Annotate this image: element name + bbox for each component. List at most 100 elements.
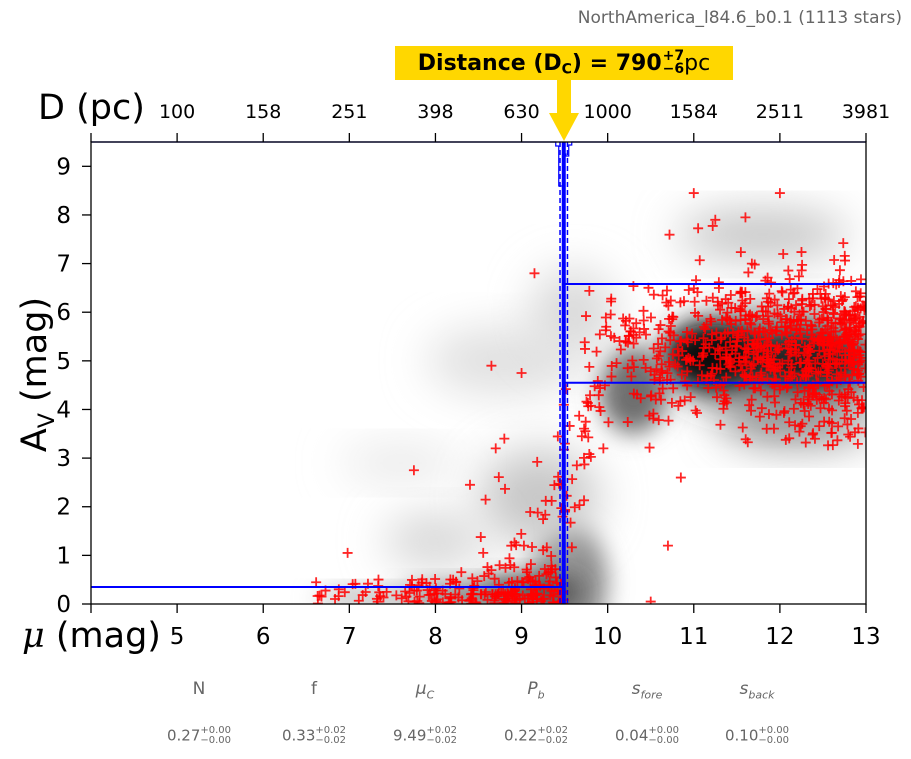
star-marker [694, 360, 705, 371]
callout-sub: C [561, 61, 572, 78]
star-marker [737, 295, 748, 306]
star-marker [594, 329, 605, 340]
star-marker [740, 287, 751, 298]
star-marker [314, 590, 325, 601]
star-marker [776, 329, 787, 340]
star-marker [529, 268, 540, 279]
star-marker [834, 358, 845, 369]
star-marker [725, 356, 736, 367]
star-marker [443, 597, 454, 604]
density-blob [426, 326, 582, 395]
star-marker [777, 358, 788, 369]
star-marker [763, 409, 774, 420]
star-marker [799, 406, 810, 417]
star-marker [618, 313, 629, 324]
chart-subtitle: NorthAmerica_l84.6_b0.1 (1113 stars) [577, 8, 902, 28]
star-marker [662, 368, 673, 379]
star-marker [854, 321, 865, 332]
star-marker [794, 426, 805, 437]
star-marker [527, 596, 538, 604]
star-marker [804, 394, 815, 405]
star-marker [665, 335, 676, 346]
star-marker [797, 259, 808, 270]
star-marker [662, 540, 673, 551]
callout-unit: pc [684, 50, 711, 76]
star-marker [737, 422, 748, 433]
star-marker [722, 327, 733, 338]
star-marker [794, 309, 805, 320]
star-marker [373, 574, 384, 585]
star-marker [667, 349, 678, 360]
density-blob [478, 448, 600, 546]
star-marker [780, 339, 791, 350]
star-marker [740, 356, 751, 367]
star-marker [579, 459, 590, 470]
star-marker [711, 392, 722, 403]
param-value: 0.04 +0.00 −0.00 [592, 726, 702, 746]
star-marker [634, 327, 645, 338]
star-marker [464, 479, 475, 490]
star-marker [747, 338, 758, 349]
star-marker [489, 573, 500, 584]
star-marker [735, 288, 746, 299]
star-marker [816, 293, 827, 304]
star-marker [785, 284, 796, 295]
star-marker [740, 434, 751, 445]
star-marker [848, 315, 859, 326]
star-marker [720, 342, 731, 353]
star-marker [845, 431, 856, 442]
star-marker [852, 369, 863, 380]
star-marker [826, 326, 837, 337]
star-marker [622, 337, 633, 348]
star-marker [396, 593, 407, 604]
param-name: sfore [631, 679, 663, 702]
star-marker [812, 284, 823, 295]
star-marker [842, 331, 853, 342]
star-marker [850, 326, 861, 337]
density-blob [340, 445, 462, 480]
star-marker [454, 583, 465, 594]
star-marker [746, 405, 757, 416]
star-marker [796, 333, 807, 344]
star-marker [653, 415, 664, 426]
star-marker [830, 318, 841, 329]
top-axis-label: D (pc) [38, 88, 145, 128]
star-marker [712, 343, 723, 354]
star-marker [689, 296, 700, 307]
param-value-main: 0.04 [614, 726, 649, 745]
star-marker [521, 564, 532, 575]
star-marker [700, 324, 711, 335]
star-marker [537, 593, 548, 604]
star-marker [663, 415, 674, 426]
star-marker [697, 351, 708, 362]
star-marker [725, 336, 736, 347]
star-marker [661, 285, 672, 296]
star-marker [467, 573, 478, 584]
y-tick-label: 7 [56, 252, 71, 278]
star-marker [574, 500, 585, 511]
star-marker [675, 396, 686, 407]
star-marker [743, 343, 754, 354]
star-marker [716, 332, 727, 343]
star-marker [819, 351, 830, 362]
star-marker [664, 229, 675, 240]
y-tick-label: 9 [56, 154, 71, 180]
star-marker [414, 591, 425, 602]
star-marker [738, 351, 749, 362]
star-marker [823, 294, 834, 305]
star-marker [628, 338, 639, 349]
star-marker [648, 413, 659, 424]
top-tick-label: 1584 [670, 101, 718, 123]
star-marker [805, 400, 816, 411]
star-marker [800, 315, 811, 326]
star-marker [800, 437, 811, 448]
star-marker [645, 596, 656, 604]
star-marker [838, 238, 849, 249]
star-marker [824, 332, 835, 343]
star-marker [778, 407, 789, 418]
star-marker [673, 400, 684, 411]
star-marker [553, 471, 564, 482]
star-marker [493, 579, 504, 590]
star-marker [833, 421, 844, 432]
star-marker [593, 390, 604, 401]
